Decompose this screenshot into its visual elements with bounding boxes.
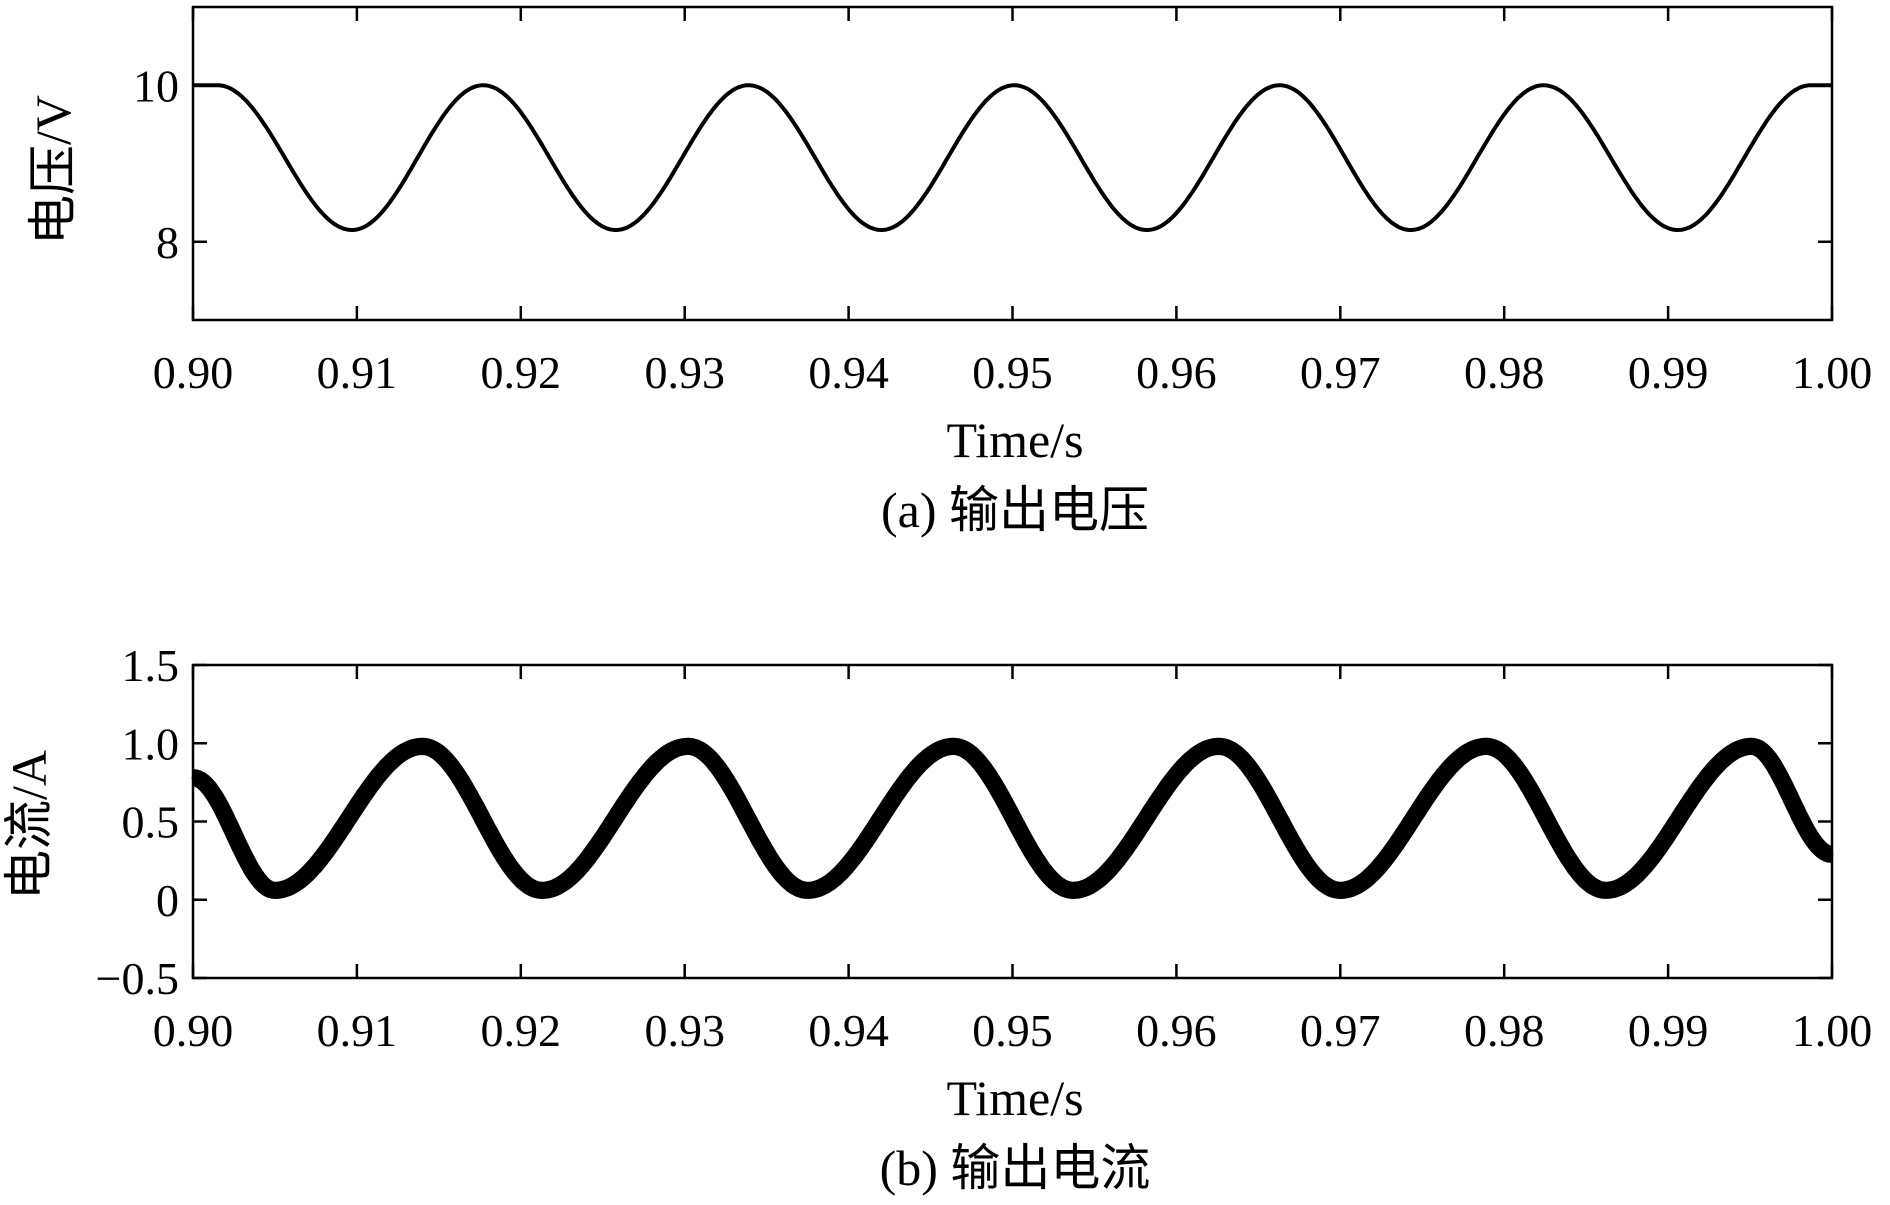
current-data-point xyxy=(540,888,544,892)
voltage-data-point xyxy=(1809,83,1813,87)
voltage-data-point xyxy=(216,83,220,87)
current-panel-caption: (b) 输出电流 xyxy=(880,1140,1151,1196)
voltage-data-point xyxy=(747,83,751,87)
current-data-point xyxy=(806,888,810,892)
voltage-data-point xyxy=(1542,83,1545,87)
current-y-axis-title: 电流/A xyxy=(1,750,57,900)
current-data-point xyxy=(1604,888,1608,892)
voltage-data-point xyxy=(1012,83,1016,87)
current-data-point xyxy=(952,744,955,748)
voltage-x-tick-label: 0.90 xyxy=(153,347,234,398)
current-data-point xyxy=(1338,888,1342,892)
current-x-tick-label: 0.97 xyxy=(1300,1005,1381,1056)
current-x-tick-label: 0.93 xyxy=(644,1005,725,1056)
voltage-data-point xyxy=(481,83,485,87)
voltage-data-point xyxy=(614,228,618,232)
voltage-panel-caption: (a) 输出电压 xyxy=(881,482,1149,538)
voltage-x-tick-label: 0.95 xyxy=(972,347,1053,398)
current-data-point xyxy=(273,888,277,892)
voltage-chart-panel: 电压/V Time/s (a) 输出电压 0.90 0.91 0.92 0.93 0.9… xyxy=(25,5,1873,538)
voltage-data-point xyxy=(1409,228,1413,232)
voltage-series-line xyxy=(193,83,1832,232)
voltage-x-tick-label: 0.97 xyxy=(1300,347,1381,398)
voltage-x-axis-title: Time/s xyxy=(946,412,1083,468)
voltage-x-tick-label: 0.92 xyxy=(481,347,562,398)
current-x-tick-label: 0.98 xyxy=(1464,1005,1545,1056)
current-data-point xyxy=(686,744,690,748)
current-data-point xyxy=(1830,852,1834,856)
current-data-point xyxy=(191,776,195,780)
current-y-tick-label: −0.5 xyxy=(96,953,179,1004)
voltage-x-tick-label: 0.99 xyxy=(1628,347,1709,398)
current-y-tick-label: 1.0 xyxy=(122,718,180,769)
current-chart-panel: 电流/A Time/s (b) 输出电流 0.90 0.91 0.92 0.93 0.9… xyxy=(1,640,1872,1196)
current-x-tick-label: 1.00 xyxy=(1792,1005,1873,1056)
voltage-x-tick-label: 0.93 xyxy=(644,347,725,398)
voltage-data-point xyxy=(1676,228,1680,232)
current-x-tick-label: 0.91 xyxy=(317,1005,398,1056)
voltage-plot-frame xyxy=(191,5,1834,322)
voltage-x-tick-label: 0.94 xyxy=(808,347,889,398)
current-x-axis-title: Time/s xyxy=(946,1070,1083,1126)
current-y-tick-label: 0.5 xyxy=(122,797,180,848)
current-x-tick-label: 0.96 xyxy=(1136,1005,1217,1056)
voltage-data-point xyxy=(1145,228,1149,232)
current-x-tick-label: 0.99 xyxy=(1628,1005,1709,1056)
voltage-x-tick-label: 0.96 xyxy=(1136,347,1217,398)
current-series-line xyxy=(186,737,1839,899)
current-y-tick-label: 0 xyxy=(156,875,179,926)
voltage-x-tick-label: 1.00 xyxy=(1792,347,1873,398)
voltage-x-tick-label: 0.98 xyxy=(1464,347,1545,398)
current-data-point xyxy=(1071,888,1075,892)
voltage-y-tick-label: 8 xyxy=(156,217,179,268)
current-data-point xyxy=(421,744,424,748)
current-data-point xyxy=(1750,744,1754,748)
voltage-data-point xyxy=(350,228,354,232)
voltage-y-tick-label: 10 xyxy=(133,60,179,111)
voltage-y-axis-title: 电压/V xyxy=(25,95,81,245)
current-data-point xyxy=(1217,744,1221,748)
current-x-tick-label: 0.95 xyxy=(972,1005,1053,1056)
current-data-point xyxy=(1484,744,1488,748)
current-x-tick-label: 0.92 xyxy=(481,1005,562,1056)
current-x-tick-label: 0.94 xyxy=(808,1005,889,1056)
voltage-data-point xyxy=(1278,83,1282,87)
current-x-tick-label: 0.90 xyxy=(153,1005,234,1056)
voltage-data-point xyxy=(879,228,883,232)
current-y-tick-label: 1.5 xyxy=(122,640,180,691)
voltage-x-tick-label: 0.91 xyxy=(317,347,398,398)
